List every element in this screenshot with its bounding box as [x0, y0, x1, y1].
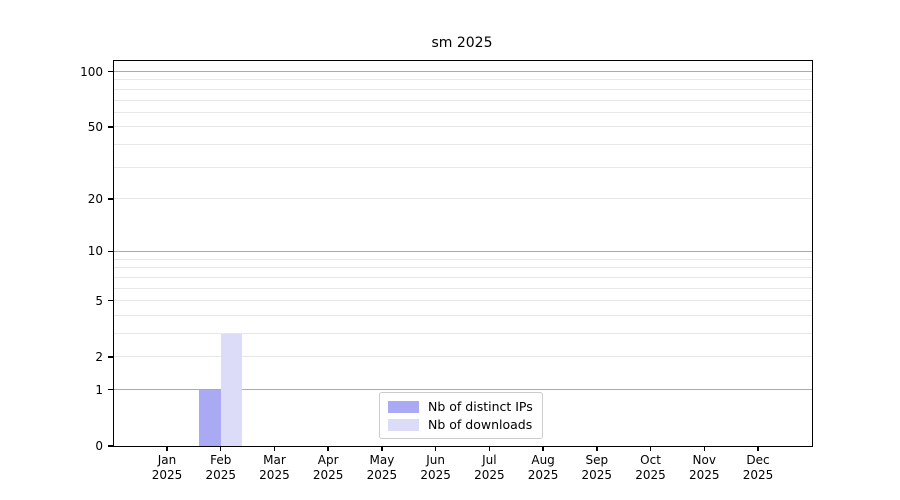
minor-gridline — [114, 287, 812, 289]
x-tick-label: Oct 2025 — [635, 453, 666, 482]
major-gridline — [114, 389, 812, 391]
minor-gridline — [114, 166, 812, 168]
x-tick-label: Aug 2025 — [527, 453, 559, 482]
minor-gridline — [114, 88, 812, 90]
x-tick-mark — [703, 446, 705, 451]
x-tick-label: Mar 2025 — [259, 453, 290, 482]
legend-item-distinct-ips: Nb of distinct IPs — [388, 399, 533, 414]
x-tick-mark — [542, 446, 544, 451]
y-tick-label: 5 — [95, 293, 103, 308]
x-tick-mark — [596, 446, 598, 451]
x-tick-label: Jun 2025 — [420, 453, 451, 482]
major-gridline — [114, 250, 812, 252]
y-tick-mark — [107, 389, 113, 391]
y-tick-label: 2 — [95, 349, 103, 364]
x-tick-label: Jul 2025 — [474, 453, 505, 482]
y-tick-mark — [107, 70, 113, 73]
x-tick-label: Dec 2025 — [742, 453, 774, 482]
x-tick-mark — [757, 446, 759, 451]
x-tick-mark — [327, 446, 329, 451]
x-tick-label: Nov 2025 — [688, 453, 720, 482]
y-tick-mark — [107, 250, 113, 253]
minor-gridline — [114, 356, 812, 358]
y-tick-mark — [107, 356, 113, 358]
legend-item-downloads: Nb of downloads — [388, 417, 533, 432]
legend-label-distinct-ips: Nb of distinct IPs — [428, 399, 533, 414]
plot-area: Nb of distinct IPs Nb of downloads 0 1 2 5 1… — [80, 60, 813, 482]
minor-gridline — [114, 79, 812, 81]
y-tick-label: 50 — [87, 119, 103, 134]
y-tick-label: 1 — [95, 382, 103, 397]
y-tick-label: 0 — [95, 439, 103, 453]
chart-title: sm 2025 — [431, 35, 493, 51]
legend: Nb of distinct IPs Nb of downloads — [379, 392, 543, 439]
y-tick-mark — [107, 126, 113, 128]
y-tick-mark — [107, 299, 113, 302]
y-tick-label: 10 — [87, 244, 103, 259]
x-tick-mark — [434, 446, 437, 451]
bar-nb-of-downloads — [220, 333, 243, 446]
x-tick-mark — [381, 446, 383, 451]
minor-gridline — [114, 300, 812, 302]
legend-label-downloads: Nb of downloads — [428, 417, 533, 432]
y-tick-label: 100 — [80, 64, 103, 79]
bar-nb-of-distinct-ips — [199, 389, 221, 446]
x-tick-label: May 2025 — [366, 453, 398, 482]
minor-gridline — [114, 314, 812, 316]
x-tick-label: Jan 2025 — [151, 453, 183, 482]
minor-gridline — [114, 258, 812, 260]
x-tick-mark — [166, 446, 168, 451]
minor-gridline — [114, 126, 812, 128]
legend-swatch-distinct-ips — [388, 400, 419, 413]
y-tick-label: 20 — [87, 191, 103, 206]
x-tick-label: Sep 2025 — [581, 453, 613, 482]
y-tick-mark — [107, 445, 113, 447]
minor-gridline — [114, 111, 812, 113]
minor-gridline — [114, 99, 812, 101]
x-tick-label: Apr 2025 — [312, 453, 344, 482]
minor-gridline — [114, 144, 812, 146]
minor-gridline — [114, 276, 812, 278]
minor-gridline — [114, 267, 812, 269]
minor-gridline — [114, 198, 812, 200]
y-tick-mark — [107, 198, 113, 200]
legend-swatch-downloads — [388, 418, 419, 431]
major-gridline — [114, 71, 812, 73]
x-tick-mark — [220, 446, 222, 451]
minor-gridline — [114, 333, 812, 335]
x-tick-mark — [488, 446, 491, 451]
x-tick-mark — [649, 446, 652, 451]
x-tick-label: Feb 2025 — [205, 453, 236, 482]
x-tick-mark — [273, 446, 276, 451]
